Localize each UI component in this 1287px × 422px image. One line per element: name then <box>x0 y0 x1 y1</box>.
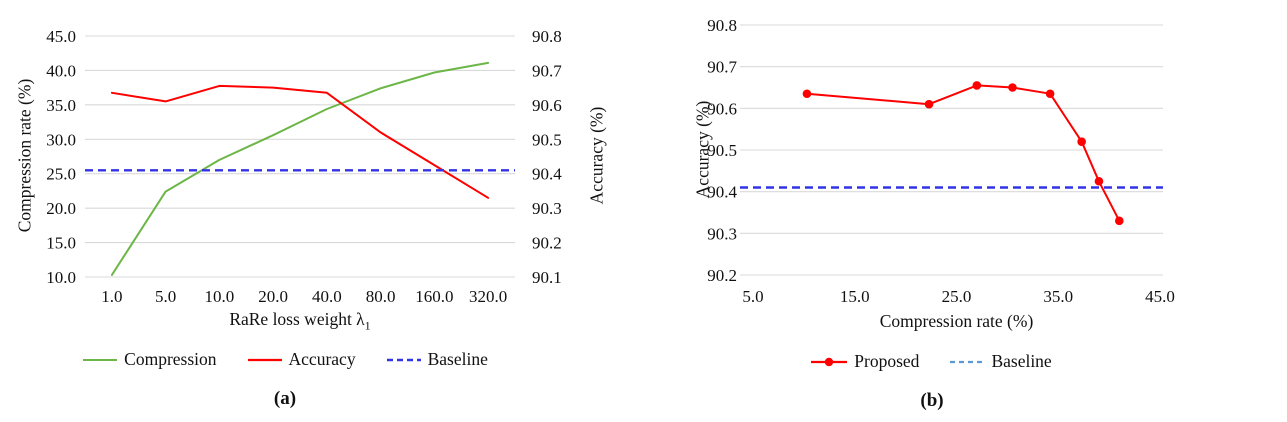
data-point-marker <box>1115 216 1124 226</box>
chart-a-right-axis-title: Accuracy (%) <box>586 106 607 205</box>
x-axis-tick-label: 20.0 <box>258 287 288 306</box>
y-axis-tick-label: 90.6 <box>707 99 737 118</box>
y-axis-tick-label: 30.0 <box>46 130 76 149</box>
x-axis-tick-label: 320.0 <box>469 287 507 306</box>
proposed-line-marker-swatch-icon <box>811 357 848 366</box>
right-axis-tick-label: 90.5 <box>532 130 562 149</box>
x-axis-tick-label: 80.0 <box>366 287 396 306</box>
legend-label-proposed: Proposed <box>854 351 920 371</box>
chart-b-x-axis-title: Compression rate (%) <box>753 311 1160 332</box>
data-point-marker <box>1008 83 1017 92</box>
chart-a-left-axis-title: Compression rate (%) <box>14 78 35 233</box>
chart-b-x-axis-title-text: Compression rate (%) <box>879 311 1034 331</box>
right-axis-tick-label: 90.3 <box>532 199 562 218</box>
accuracy-line-swatch-icon <box>247 358 282 361</box>
y-axis-tick-label: 90.4 <box>707 183 737 202</box>
legend-label-accuracy: Accuracy <box>288 349 356 369</box>
legend-item-proposed: Proposed <box>810 351 919 372</box>
chart-b: 90.8 90.7 90.6 90.5 90.4 90.3 90.2 5.0 15.0 25.0 3… <box>660 0 1287 422</box>
right-axis-tick-label: 90.8 <box>532 27 562 46</box>
series-line-compression <box>110 61 490 276</box>
data-point-marker <box>1045 89 1055 99</box>
chart-a-caption: (a) <box>273 388 297 409</box>
legend-label-baseline-b: Baseline <box>991 351 1052 371</box>
legend-label-compression: Compression <box>124 349 217 369</box>
legend-item-compression: Compression <box>82 349 217 370</box>
x-axis-tick-label: 40.0 <box>312 287 342 306</box>
x-axis-tick-label: 45.0 <box>1145 287 1175 306</box>
x-axis-tick-label: 5.0 <box>742 287 763 306</box>
legend-item-baseline-a: Baseline <box>386 349 488 370</box>
x-axis-tick-label: 1.0 <box>101 287 122 306</box>
x-axis-tick-label: 10.0 <box>205 287 235 306</box>
x-axis-tick-label: 35.0 <box>1043 287 1073 306</box>
y-axis-tick-label: 90.7 <box>707 58 737 77</box>
chart-a: 45.0 40.0 35.0 30.0 25.0 20.0 15.0 10.0 90.8 90.7… <box>14 27 607 409</box>
series-line-accuracy <box>110 84 490 199</box>
right-axis-tick-label: 90.7 <box>532 61 562 80</box>
y-axis-tick-label: 90.8 <box>707 16 737 35</box>
legend-label-baseline-a: Baseline <box>427 349 488 369</box>
x-axis-tick-label: 160.0 <box>415 287 453 306</box>
compression-line-swatch-icon <box>83 358 118 361</box>
data-point-marker <box>802 89 812 99</box>
y-axis-tick-label: 45.0 <box>46 27 76 46</box>
chart-b-legend: Proposed Baseline <box>720 351 1142 372</box>
right-axis-tick-label: 90.4 <box>532 165 562 184</box>
y-axis-tick-label: 10.0 <box>46 268 76 287</box>
baseline-dashed-swatch-icon <box>950 360 985 363</box>
y-axis-tick-label: 15.0 <box>46 234 76 253</box>
y-axis-tick-label: 40.0 <box>46 61 76 80</box>
right-axis-tick-label: 90.6 <box>532 96 562 115</box>
data-point-marker <box>1094 176 1104 186</box>
x-axis-tick-label: 15.0 <box>840 287 870 306</box>
chart-a-x-axis-title-text: RaRe loss weight λ <box>229 309 365 329</box>
series-line-proposed <box>805 84 1121 222</box>
y-axis-tick-label: 90.2 <box>707 266 737 285</box>
right-axis-tick-label: 90.2 <box>532 234 562 253</box>
x-axis-tick-label: 25.0 <box>942 287 972 306</box>
chart-b-plot-area: 90.8 90.7 90.6 90.5 90.4 90.3 90.2 5.0 15.0 25.0 3… <box>707 16 1175 306</box>
chart-b-caption: (b) <box>920 390 944 411</box>
legend-item-baseline-b: Baseline <box>949 351 1052 372</box>
x-axis-tick-label: 5.0 <box>155 287 176 306</box>
y-axis-tick-label: 20.0 <box>46 199 76 218</box>
chart-a-legend: Compression Accuracy Baseline <box>70 349 500 370</box>
chart-a-x-axis-title-subscript: 1 <box>364 318 371 333</box>
chart-b-y-axis-title: Accuracy (%) <box>692 100 713 199</box>
legend-item-accuracy: Accuracy <box>247 349 356 370</box>
y-axis-tick-label: 90.3 <box>707 224 737 243</box>
data-point-marker <box>1077 137 1086 146</box>
y-axis-tick-label: 25.0 <box>46 165 76 184</box>
data-point-marker <box>924 99 934 109</box>
chart-a-x-axis-title: RaRe loss weight λ1 <box>85 309 515 333</box>
baseline-dashed-swatch-icon <box>386 358 421 361</box>
right-axis-tick-label: 90.1 <box>532 268 562 287</box>
chart-a-plot-area: 45.0 40.0 35.0 30.0 25.0 20.0 15.0 10.0 90.8 90.7… <box>46 27 562 306</box>
data-point-marker <box>972 81 982 90</box>
y-axis-tick-label: 90.5 <box>707 141 737 160</box>
y-axis-tick-label: 35.0 <box>46 96 76 115</box>
